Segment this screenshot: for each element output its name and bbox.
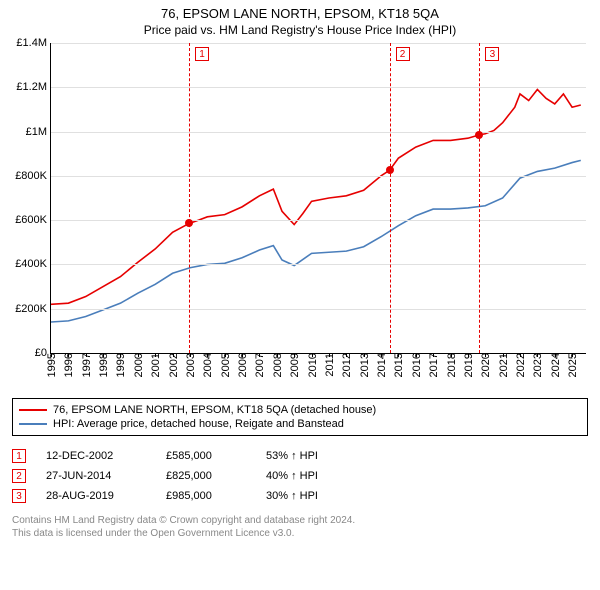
- x-axis-label: 2006: [235, 353, 249, 377]
- series-line-hpi: [51, 160, 581, 322]
- transaction-hpi-delta: 30% ↑ HPI: [266, 490, 318, 502]
- gridline: [51, 132, 586, 133]
- x-axis-label: 2025: [565, 353, 579, 377]
- transaction-hpi-delta: 40% ↑ HPI: [266, 470, 318, 482]
- x-axis-label: 2011: [322, 353, 336, 377]
- transaction-price: £825,000: [166, 470, 246, 482]
- transaction-date: 27-JUN-2014: [46, 470, 146, 482]
- transaction-index-box: 3: [12, 489, 26, 503]
- x-axis-label: 2000: [131, 353, 145, 377]
- legend-swatch: [19, 423, 47, 425]
- transaction-date: 12-DEC-2002: [46, 450, 146, 462]
- x-axis-label: 2008: [270, 353, 284, 377]
- marker-label-box: 3: [485, 47, 499, 61]
- transaction-index-box: 1: [12, 449, 26, 463]
- transaction-row: 2 27-JUN-2014 £825,000 40% ↑ HPI: [12, 466, 588, 486]
- gridline: [51, 264, 586, 265]
- x-axis-label: 1999: [113, 353, 127, 377]
- marker-dot: [185, 219, 193, 227]
- x-axis-label: 2019: [461, 353, 475, 377]
- marker-vertical-line: [390, 43, 391, 353]
- legend-label: 76, EPSOM LANE NORTH, EPSOM, KT18 5QA (d…: [53, 404, 376, 416]
- x-axis-label: 1996: [61, 353, 75, 377]
- x-axis-label: 1995: [44, 353, 58, 377]
- x-axis-label: 1997: [79, 353, 93, 377]
- y-axis-label: £1M: [26, 126, 51, 138]
- transaction-row: 1 12-DEC-2002 £585,000 53% ↑ HPI: [12, 446, 588, 466]
- x-axis-label: 2004: [200, 353, 214, 377]
- gridline: [51, 87, 586, 88]
- chart-plot-area: £0£200K£400K£600K£800K£1M£1.2M£1.4M19951…: [50, 43, 586, 354]
- x-axis-label: 2017: [426, 353, 440, 377]
- chart-svg-layer: [51, 43, 586, 353]
- x-axis-label: 2009: [287, 353, 301, 377]
- marker-label-box: 1: [195, 47, 209, 61]
- chart-container: £0£200K£400K£600K£800K£1M£1.2M£1.4M19951…: [10, 43, 590, 354]
- x-axis-label: 2018: [444, 353, 458, 377]
- marker-vertical-line: [189, 43, 190, 353]
- x-axis-label: 2010: [305, 353, 319, 377]
- x-axis-label: 2003: [183, 353, 197, 377]
- x-axis-label: 2016: [409, 353, 423, 377]
- y-axis-label: £400K: [15, 258, 51, 270]
- x-axis-label: 2020: [478, 353, 492, 377]
- x-axis-label: 1998: [96, 353, 110, 377]
- gridline: [51, 309, 586, 310]
- series-line-property: [51, 90, 581, 305]
- x-axis-label: 2002: [166, 353, 180, 377]
- x-axis-label: 2014: [374, 353, 388, 377]
- page-title: 76, EPSOM LANE NORTH, EPSOM, KT18 5QA: [0, 0, 600, 21]
- marker-vertical-line: [479, 43, 480, 353]
- footer-line-1: Contains HM Land Registry data © Crown c…: [12, 514, 588, 527]
- x-axis-label: 2013: [357, 353, 371, 377]
- marker-dot: [386, 166, 394, 174]
- marker-label-box: 2: [396, 47, 410, 61]
- x-axis-label: 2012: [339, 353, 353, 377]
- x-axis-label: 2001: [148, 353, 162, 377]
- legend-entry: HPI: Average price, detached house, Reig…: [19, 417, 581, 431]
- x-axis-label: 2021: [496, 353, 510, 377]
- legend-swatch: [19, 409, 47, 411]
- x-axis-label: 2023: [530, 353, 544, 377]
- y-axis-label: £1.2M: [16, 81, 51, 93]
- y-axis-label: £800K: [15, 170, 51, 182]
- transaction-date: 28-AUG-2019: [46, 490, 146, 502]
- x-axis-label: 2022: [513, 353, 527, 377]
- below-chart-section: 76, EPSOM LANE NORTH, EPSOM, KT18 5QA (d…: [12, 398, 588, 506]
- transaction-price: £585,000: [166, 450, 246, 462]
- transactions-table: 1 12-DEC-2002 £585,000 53% ↑ HPI 2 27-JUN-201…: [12, 446, 588, 506]
- legend-box: 76, EPSOM LANE NORTH, EPSOM, KT18 5QA (d…: [12, 398, 588, 436]
- x-axis-label: 2005: [218, 353, 232, 377]
- gridline: [51, 220, 586, 221]
- transaction-price: £985,000: [166, 490, 246, 502]
- x-axis-label: 2007: [252, 353, 266, 377]
- x-axis-label: 2024: [548, 353, 562, 377]
- x-axis-label: 2015: [391, 353, 405, 377]
- transaction-index-box: 2: [12, 469, 26, 483]
- gridline: [51, 176, 586, 177]
- y-axis-label: £200K: [15, 303, 51, 315]
- transaction-row: 3 28-AUG-2019 £985,000 30% ↑ HPI: [12, 486, 588, 506]
- footer-line-2: This data is licensed under the Open Gov…: [12, 527, 588, 540]
- page: 76, EPSOM LANE NORTH, EPSOM, KT18 5QA Pr…: [0, 0, 600, 590]
- marker-dot: [475, 131, 483, 139]
- y-axis-label: £600K: [15, 214, 51, 226]
- footer-attribution: Contains HM Land Registry data © Crown c…: [12, 514, 588, 540]
- y-axis-label: £1.4M: [16, 37, 51, 49]
- page-subtitle: Price paid vs. HM Land Registry's House …: [0, 21, 600, 37]
- transaction-hpi-delta: 53% ↑ HPI: [266, 450, 318, 462]
- legend-label: HPI: Average price, detached house, Reig…: [53, 418, 344, 430]
- legend-entry: 76, EPSOM LANE NORTH, EPSOM, KT18 5QA (d…: [19, 403, 581, 417]
- gridline: [51, 43, 586, 44]
